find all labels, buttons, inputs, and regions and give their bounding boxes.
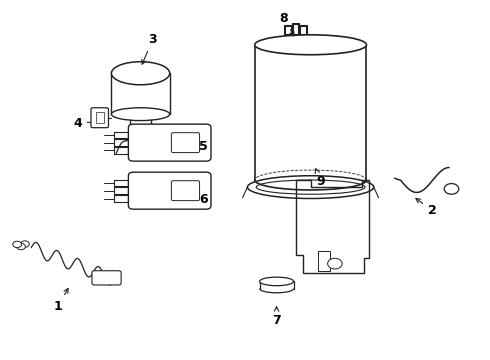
Text: 1: 1	[53, 288, 68, 313]
Circle shape	[444, 184, 459, 194]
Text: 5: 5	[181, 140, 208, 153]
Text: 8: 8	[280, 12, 294, 36]
FancyBboxPatch shape	[92, 271, 121, 285]
Text: 9: 9	[315, 169, 324, 188]
Text: 2: 2	[416, 198, 437, 217]
Ellipse shape	[247, 176, 374, 198]
Text: 4: 4	[73, 117, 102, 130]
Circle shape	[21, 241, 29, 247]
FancyBboxPatch shape	[91, 108, 108, 128]
Ellipse shape	[111, 62, 170, 85]
Text: 7: 7	[272, 307, 281, 327]
Circle shape	[328, 258, 342, 269]
Ellipse shape	[255, 35, 367, 55]
Circle shape	[13, 241, 22, 248]
Ellipse shape	[256, 180, 365, 194]
Ellipse shape	[111, 108, 170, 121]
Bar	[318, 251, 330, 271]
Text: 6: 6	[181, 193, 208, 206]
Circle shape	[17, 243, 25, 250]
FancyBboxPatch shape	[128, 172, 211, 209]
Ellipse shape	[260, 277, 294, 286]
FancyBboxPatch shape	[128, 124, 211, 161]
FancyBboxPatch shape	[172, 133, 199, 153]
Bar	[96, 112, 103, 123]
FancyBboxPatch shape	[172, 181, 199, 201]
Text: 3: 3	[142, 33, 157, 64]
